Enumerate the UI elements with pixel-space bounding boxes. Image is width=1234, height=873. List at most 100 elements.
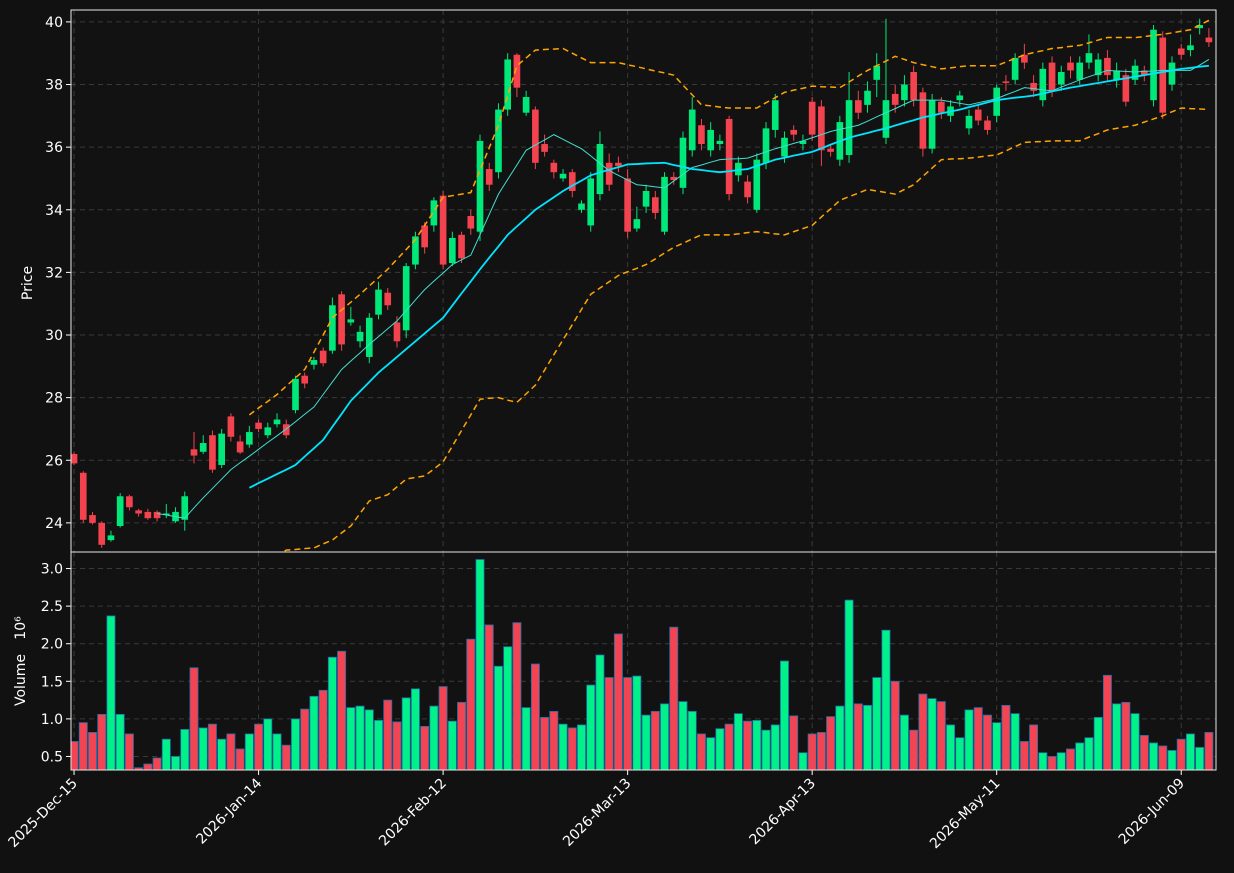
candle-body (1140, 70, 1148, 76)
candle-body (310, 360, 318, 365)
candle-body (725, 118, 733, 195)
volume-bar (263, 718, 273, 770)
y-tick-label: 1.5 (41, 674, 63, 690)
price-axis-label: Price (20, 266, 36, 300)
candle-body (384, 292, 392, 306)
volume-bar (503, 646, 513, 770)
candle-body (1021, 54, 1028, 63)
volume-bar (355, 705, 365, 770)
candle-body (402, 266, 410, 331)
candle-body (1030, 82, 1037, 91)
candle-body (1168, 62, 1176, 85)
candle-body (329, 305, 336, 351)
y-tick-label: 24 (45, 516, 63, 532)
candle-body (984, 120, 991, 130)
volume-bar (429, 705, 439, 770)
y-tick-label: 2.5 (41, 599, 63, 615)
candle-body (624, 178, 631, 232)
volume-bar (97, 713, 107, 770)
volume-bar (909, 729, 919, 770)
candle-body (818, 106, 825, 151)
candle-body (762, 128, 770, 163)
y-tick-label: 38 (45, 78, 63, 94)
volume-bar (1084, 737, 1094, 770)
candle-body (578, 203, 585, 210)
candle-body (439, 195, 447, 265)
candle-body (901, 84, 908, 101)
volume-bar (983, 714, 992, 770)
candle-body (181, 496, 189, 520)
candle-body (808, 101, 816, 135)
volume-bar (761, 729, 771, 770)
candle-body (596, 144, 604, 195)
volume-bar (346, 707, 356, 770)
volume-bar (207, 723, 217, 770)
candle-body (292, 378, 299, 411)
volume-bar (1102, 674, 1112, 770)
candle-body (891, 93, 899, 105)
candle-body (365, 317, 373, 357)
candle-body (1187, 45, 1194, 51)
y-tick-label: 2.0 (41, 637, 63, 653)
volume-bar (696, 733, 706, 770)
candle-body (135, 510, 142, 514)
candle-body (1076, 62, 1084, 80)
volume-bar (770, 724, 780, 770)
candle-body (1113, 70, 1120, 80)
candle-body (688, 109, 696, 151)
volume-bar (1112, 703, 1122, 770)
volume-bar (1038, 752, 1048, 770)
volume-bar (374, 719, 383, 770)
y-tick-label: 28 (45, 391, 63, 407)
volume-bar (890, 680, 900, 770)
volume-bar (1139, 735, 1149, 770)
candle-body (633, 219, 641, 229)
volume-bar (549, 710, 559, 770)
candle-body (541, 144, 548, 152)
volume-bar (807, 733, 817, 770)
candle-body (670, 176, 678, 181)
candle-body (393, 322, 401, 342)
volume-bar (835, 705, 845, 770)
candle-body (550, 162, 558, 173)
candle-body (199, 443, 207, 452)
candle-body (1094, 59, 1102, 76)
volume-bar (706, 737, 716, 770)
volume-bar (226, 733, 236, 770)
volume-bar (678, 701, 688, 770)
candle-body (1196, 25, 1203, 29)
volume-bar (281, 744, 291, 770)
volume-bar (484, 624, 494, 770)
volume-bar (235, 748, 245, 770)
volume-bar (641, 714, 651, 770)
volume-bar (918, 693, 928, 770)
candle-body (1104, 57, 1111, 76)
volume-bar (1075, 742, 1085, 770)
volume-bar (475, 559, 485, 770)
volume-bar (300, 708, 310, 770)
candle-body (190, 449, 198, 456)
volume-bar (927, 698, 937, 770)
volume-bar (161, 738, 171, 770)
candle-body (209, 435, 216, 470)
candle-body (162, 513, 170, 516)
price-plot-area (71, 10, 1216, 552)
volume-bar (124, 733, 134, 770)
candle-body (698, 125, 705, 145)
volume-bar (530, 663, 540, 770)
volume-bar (540, 716, 550, 770)
y-tick-label: 34 (45, 203, 63, 219)
volume-bar (844, 599, 854, 770)
candle-body (273, 419, 281, 425)
candle-body (467, 216, 475, 229)
candle-body (513, 54, 521, 88)
candle-body (282, 424, 290, 436)
candle-body (919, 92, 927, 149)
volume-bar (254, 723, 264, 770)
candle-body (1057, 71, 1065, 85)
volume-bar (171, 756, 180, 770)
volume-bar (383, 699, 393, 770)
volume-bar (337, 650, 347, 770)
candle-body (559, 173, 567, 179)
